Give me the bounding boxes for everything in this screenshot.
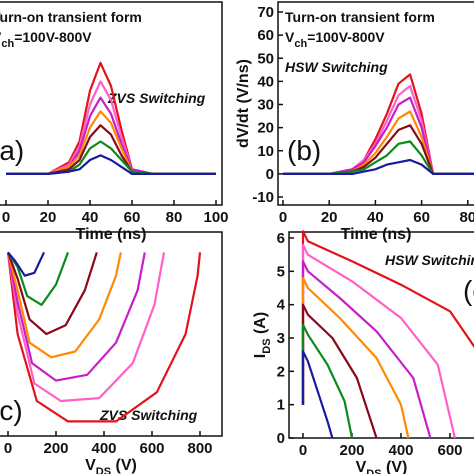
x-tick-label: 80 [166, 209, 183, 226]
x-tick-label: 0 [279, 209, 287, 226]
y-axis-label: dV/dt (V/ns) [235, 59, 252, 148]
y-tick-label: 70 [257, 4, 274, 21]
y-tick-label: 40 [257, 73, 274, 90]
x-tick-label: 20 [321, 209, 338, 226]
data-line [6, 252, 146, 382]
label-part: DS [96, 466, 111, 474]
label-part: ch [294, 38, 307, 50]
x-tick-label: 80 [459, 209, 474, 226]
x-tick-label: 600 [437, 442, 462, 459]
data-line [6, 154, 216, 175]
label-part: I [252, 354, 269, 358]
label-part: DS [261, 338, 273, 353]
panel-label: (b) [287, 135, 321, 166]
data-line [6, 252, 98, 336]
y-tick-label: 1 [277, 397, 285, 414]
label-part: V [85, 457, 96, 474]
x-tick-label: 400 [388, 442, 413, 459]
x-axis-label: Time (ns) [341, 226, 412, 243]
mode-label: HSW Switching [385, 252, 474, 268]
y-tick-label: 4 [277, 297, 286, 314]
data-line [7, 251, 70, 306]
y-tick-label: 30 [257, 97, 274, 114]
panel-label: (c) [0, 395, 23, 426]
data-line [301, 243, 456, 439]
label-part: ch [1, 38, 14, 50]
x-axis-label: VDS (V) [85, 457, 137, 474]
x-tick-label: 600 [139, 440, 164, 457]
label-part: (V) [111, 457, 137, 474]
data-line [7, 251, 45, 277]
x-tick-label: 200 [43, 440, 68, 457]
label-part: =100V-800V [14, 29, 92, 45]
y-tick-label: 5 [277, 263, 285, 280]
annotation: Vch=100V-800V [285, 29, 385, 50]
data-line [6, 252, 166, 403]
x-tick-label: 100 [203, 209, 228, 226]
plot-frame [0, 1, 223, 206]
x-tick-label: 40 [367, 209, 384, 226]
label-part: (V) [382, 459, 408, 474]
y-tick-label: 60 [257, 27, 274, 44]
data-line [301, 350, 334, 439]
x-tick-label: 800 [187, 440, 212, 457]
x-tick-label: 200 [339, 442, 364, 459]
mode-label: ZVS Switching [107, 90, 206, 106]
data-line [283, 158, 474, 175]
data-line [6, 252, 202, 423]
y-tick-label: -10 [252, 189, 274, 206]
label-part: DS [366, 468, 381, 474]
data-line [301, 276, 410, 439]
data-line [6, 110, 216, 175]
annotation: Vch=100V-800V [0, 29, 92, 50]
x-tick-label: 400 [91, 440, 116, 457]
mode-label: ZVS Switching [99, 407, 198, 423]
annotation: Turn-on transient form [285, 9, 435, 25]
x-axis-label: Time (ns) [76, 226, 147, 243]
x-tick-label: 0 [2, 209, 10, 226]
y-axis-label: IDS (A) [252, 312, 273, 358]
x-tick-label: 0 [299, 442, 307, 459]
mode-label: HSW Switching [285, 59, 388, 75]
y-tick-label: 0 [277, 430, 285, 447]
y-tick-label: 10 [257, 143, 274, 160]
plot-frame [0, 231, 223, 437]
y-tick-label: 20 [257, 120, 274, 137]
label-part: V [285, 29, 295, 45]
data-line [6, 252, 122, 359]
label-part: V [356, 459, 367, 474]
x-tick-label: 0 [4, 440, 12, 457]
y-tick-label: 50 [257, 50, 274, 67]
data-line [6, 140, 216, 175]
x-tick-label: 60 [124, 209, 141, 226]
y-tick-label: 2 [277, 363, 285, 380]
panel-label: (a) [0, 135, 24, 166]
label-part: =100V-800V [307, 29, 385, 45]
y-tick-label: 0 [266, 166, 274, 183]
y-tick-label: 6 [277, 230, 285, 247]
data-line [301, 323, 354, 439]
y-tick-label: 3 [277, 330, 285, 347]
data-line [301, 260, 432, 439]
data-line [301, 303, 378, 439]
panel-label: (d) [463, 275, 474, 306]
plot-frame [288, 231, 474, 439]
plot-frame [277, 1, 474, 206]
x-tick-label: 60 [413, 209, 430, 226]
data-line [6, 61, 216, 175]
x-tick-label: 40 [82, 209, 99, 226]
data-line [301, 230, 474, 405]
x-tick-label: 20 [40, 209, 57, 226]
label-part: (A) [252, 312, 269, 339]
annotation: Turn-on transient form [0, 9, 142, 25]
x-axis-label: VDS (V) [356, 459, 408, 474]
label-part: V [0, 29, 2, 45]
